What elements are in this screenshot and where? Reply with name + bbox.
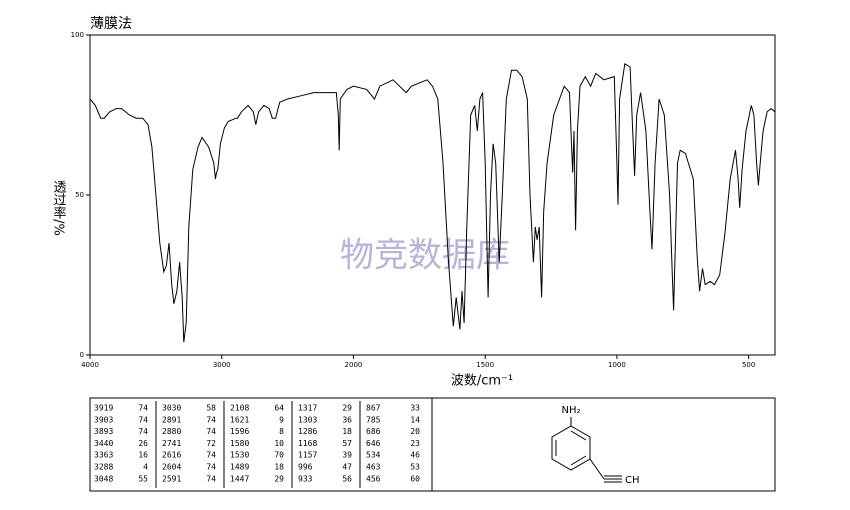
peak-transmittance: 58 — [206, 404, 216, 413]
peak-transmittance: 39 — [342, 451, 352, 460]
benzene-ring — [551, 425, 591, 471]
structure — [551, 417, 622, 483]
x-tick-label: 500 — [742, 361, 755, 369]
peak-transmittance: 23 — [410, 439, 420, 448]
structure-label: CH — [625, 475, 640, 486]
peak-transmittance: 74 — [206, 415, 216, 424]
peak-transmittance: 74 — [206, 474, 216, 483]
peak-transmittance: 18 — [342, 427, 352, 436]
structure-label: NH₂ — [561, 405, 580, 416]
peak-wavenumber: 463 — [366, 463, 381, 472]
peak-wavenumber: 3903 — [94, 415, 113, 424]
x-axis-label: 波数/cm⁻¹ — [451, 374, 513, 389]
peak-transmittance: 26 — [138, 439, 148, 448]
peak-transmittance: 47 — [342, 463, 352, 472]
peak-transmittance: 33 — [410, 404, 420, 413]
peak-transmittance: 70 — [274, 451, 284, 460]
peak-transmittance: 53 — [410, 463, 420, 472]
peak-wavenumber: 996 — [298, 463, 313, 472]
peak-transmittance: 29 — [342, 404, 352, 413]
peak-transmittance: 64 — [274, 404, 284, 413]
y-tick-label: 0 — [80, 351, 84, 359]
x-tick-label: 3000 — [213, 361, 231, 369]
peak-transmittance: 9 — [279, 415, 284, 424]
peak-table: 3919 74 3903 74 3893 74 3440 26 3363 16 3288 4 3048 5… — [94, 401, 420, 488]
x-tick-label: 4000 — [81, 361, 99, 369]
y-tick-label: 100 — [71, 31, 84, 39]
spectrum-line — [89, 62, 776, 343]
peak-transmittance: 60 — [410, 474, 420, 483]
peak-wavenumber: 1580 — [230, 439, 249, 448]
peak-transmittance: 10 — [274, 439, 284, 448]
peak-transmittance: 20 — [410, 427, 420, 436]
peak-wavenumber: 2591 — [162, 474, 181, 483]
peak-wavenumber: 1157 — [298, 451, 317, 460]
peak-transmittance: 74 — [206, 463, 216, 472]
peak-wavenumber: 2108 — [230, 404, 249, 413]
double-bond — [570, 455, 587, 466]
peak-wavenumber: 867 — [366, 404, 381, 413]
peak-transmittance: 74 — [206, 451, 216, 460]
peak-transmittance: 36 — [342, 415, 352, 424]
peak-wavenumber: 1303 — [298, 415, 317, 424]
y-tick-label: 50 — [75, 191, 84, 199]
peak-wavenumber: 534 — [366, 451, 381, 460]
peak-transmittance: 74 — [138, 404, 148, 413]
peak-wavenumber: 1489 — [230, 463, 249, 472]
peak-transmittance: 56 — [342, 474, 352, 483]
peak-wavenumber: 646 — [366, 439, 381, 448]
x-tick-label: 1000 — [608, 361, 626, 369]
peak-transmittance: 4 — [143, 463, 148, 472]
chart-title: 薄膜法 — [90, 16, 132, 32]
peak-wavenumber: 3363 — [94, 451, 113, 460]
peak-transmittance: 57 — [342, 439, 352, 448]
peak-wavenumber: 1621 — [230, 415, 249, 424]
peak-wavenumber: 3893 — [94, 427, 113, 436]
peak-wavenumber: 1596 — [230, 427, 249, 436]
watermark: 物竞数据库 — [340, 236, 510, 276]
peak-wavenumber: 933 — [298, 474, 313, 483]
peak-transmittance: 74 — [138, 427, 148, 436]
peak-wavenumber: 2604 — [162, 463, 181, 472]
peak-wavenumber: 3030 — [162, 404, 181, 413]
peak-wavenumber: 1286 — [298, 427, 317, 436]
peak-wavenumber: 1168 — [298, 439, 317, 448]
peak-transmittance: 74 — [206, 427, 216, 436]
peak-transmittance: 18 — [274, 463, 284, 472]
peak-wavenumber: 2741 — [162, 439, 181, 448]
peak-wavenumber: 2880 — [162, 427, 181, 436]
peak-transmittance: 14 — [410, 415, 420, 424]
peak-wavenumber: 2616 — [162, 451, 181, 460]
peak-transmittance: 16 — [138, 451, 148, 460]
peak-transmittance: 29 — [274, 474, 284, 483]
peak-wavenumber: 456 — [366, 474, 381, 483]
peak-transmittance: 72 — [206, 439, 216, 448]
peak-wavenumber: 3919 — [94, 404, 113, 413]
peak-wavenumber: 3440 — [94, 439, 113, 448]
x-tick-label: 1500 — [476, 361, 494, 369]
double-bond — [570, 430, 587, 441]
x-tick-label: 2000 — [345, 361, 363, 369]
peak-wavenumber: 785 — [366, 415, 381, 424]
y-axis-label: 透过率/% — [51, 180, 67, 236]
peak-wavenumber: 686 — [366, 427, 381, 436]
peak-wavenumber: 3288 — [94, 463, 113, 472]
peak-wavenumber: 1317 — [298, 404, 317, 413]
peak-wavenumber: 2891 — [162, 415, 181, 424]
peak-wavenumber: 1530 — [230, 451, 249, 460]
peak-transmittance: 46 — [410, 451, 420, 460]
peak-transmittance: 8 — [279, 427, 284, 436]
peak-wavenumber: 1447 — [230, 474, 249, 483]
peak-transmittance: 74 — [138, 415, 148, 424]
peak-wavenumber: 3048 — [94, 474, 113, 483]
peak-transmittance: 55 — [138, 474, 148, 483]
bond — [589, 458, 605, 480]
